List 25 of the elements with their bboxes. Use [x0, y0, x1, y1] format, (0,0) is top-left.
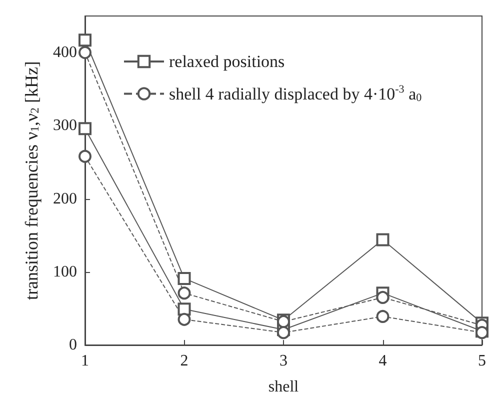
point — [78, 150, 92, 163]
point — [178, 302, 191, 316]
point — [78, 46, 92, 60]
y-tick-label: 0 — [69, 336, 77, 354]
legend-label: relaxed positions — [169, 52, 285, 71]
y-tick-label: 400 — [53, 44, 77, 62]
point — [178, 312, 191, 326]
point — [277, 326, 290, 340]
y-tick-label: 200 — [53, 190, 77, 208]
point — [376, 290, 390, 304]
point — [376, 233, 390, 246]
y-axis-title: transition frequencies ν1,ν2 [kHz] — [21, 61, 42, 300]
point — [178, 272, 191, 285]
point — [376, 310, 390, 323]
x-axis-title: shell — [268, 378, 300, 396]
point — [78, 34, 92, 47]
point — [178, 286, 191, 300]
x-tick-label: 1 — [81, 352, 89, 370]
y-tick-label: 100 — [53, 263, 77, 280]
point — [78, 122, 92, 136]
x-tick-label: 4 — [378, 352, 387, 370]
x-tick-label: 5 — [478, 352, 486, 370]
x-tick-label: 3 — [280, 352, 288, 370]
x-tick-label: 2 — [180, 352, 188, 370]
y-tick-label: 300 — [53, 117, 77, 134]
